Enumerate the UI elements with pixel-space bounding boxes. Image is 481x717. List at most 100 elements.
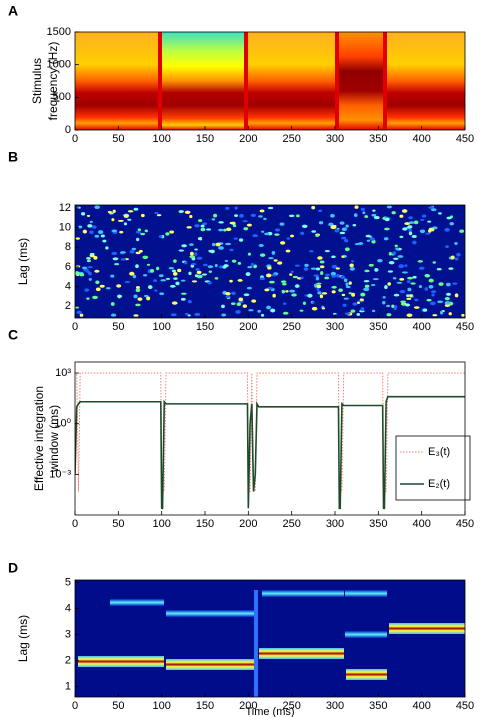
texture-dot [427,220,432,223]
texture-dot [319,260,325,264]
texture-dot [350,309,356,313]
panel-label: B [8,149,18,165]
texture-dot [319,294,324,299]
x-tick-label: 100 [152,133,170,145]
texture-dot [142,255,149,259]
x-tick-label: 350 [369,133,387,145]
texture-dot [345,224,349,228]
texture-dot [111,218,115,222]
texture-dot [178,210,184,213]
texture-dot [274,228,281,232]
texture-dot [377,258,383,263]
texture-dot [138,249,143,253]
texture-dot [341,293,346,297]
x-tick-label: 150 [196,700,214,712]
texture-dot [281,289,286,294]
texture-dot [264,288,270,292]
texture-dot [279,241,286,245]
y-axis-label: Stimulus [30,58,44,104]
texture-dot [313,274,320,277]
texture-dot [253,264,257,269]
texture-dot [444,227,450,232]
texture-dot [351,292,356,297]
texture-dot [267,266,272,270]
texture-dot [213,213,218,218]
y-tick-label: 1500 [47,26,71,38]
texture-dot [87,266,93,269]
texture-dot [266,305,272,310]
texture-dot [399,278,405,281]
texture-dot [184,210,191,214]
texture-dot [140,232,146,236]
texture-dot [234,206,238,210]
texture-dot [430,228,435,232]
texture-dot [307,293,313,298]
texture-dot [81,212,86,216]
texture-dot [258,215,263,218]
texture-dot [87,224,93,228]
texture-dot [180,292,187,295]
texture-dot [366,239,371,242]
texture-dot [268,257,274,260]
texture-dot [449,222,455,226]
texture-dot [189,214,193,219]
axes-frame [74,31,466,131]
axes-frame [74,361,466,516]
x-tick-label: 200 [239,133,257,145]
texture-dot [352,302,358,306]
texture-dot [333,312,337,315]
texture-dot [171,269,176,273]
texture-dot [282,311,289,315]
texture-dot [100,234,105,238]
texture-dot [418,285,422,289]
texture-dot [412,275,417,279]
texture-dot [299,309,304,312]
heatmap-b [74,205,465,318]
texture-dot [452,282,458,285]
texture-dot [289,273,293,276]
texture-dot [149,269,155,273]
texture-dot [426,298,432,302]
texture-dot [94,234,100,238]
texture-dot [177,268,182,273]
texture-dot [133,207,139,211]
texture-dot [424,274,431,278]
texture-dot [349,263,354,268]
texture-dot [440,310,444,315]
texture-dot [120,258,127,261]
texture-dot [144,294,149,298]
texture-dot [360,307,365,312]
texture-dot [95,287,101,292]
legend-box [395,435,471,501]
texture-dot [406,297,412,300]
texture-dot [191,280,198,283]
texture-dot [363,287,370,292]
texture-dot [407,287,412,292]
texture-dot [384,227,390,231]
texture-dot [248,309,254,312]
texture-dot [424,287,428,291]
texture-dot [370,283,376,287]
texture-dot [196,270,202,275]
texture-dot [154,289,158,292]
texture-dot [411,235,417,238]
texture-dot [399,235,404,239]
texture-dot [365,234,371,238]
texture-dot [374,267,379,272]
texture-dot [383,237,389,241]
texture-dot [187,300,192,304]
texture-dot [173,259,177,263]
x-tick-label: 250 [282,518,300,530]
texture-dot [372,209,376,212]
texture-dot [198,219,203,223]
x-tick-label: 250 [282,133,300,145]
texture-dot [86,257,91,260]
texture-dot [95,280,100,285]
texture-dot [238,238,244,242]
texture-dot [288,214,295,218]
texture-dot [154,211,159,215]
texture-dot [289,289,296,293]
texture-dot [196,274,203,279]
texture-dot [300,231,305,235]
texture-dot [311,230,317,233]
